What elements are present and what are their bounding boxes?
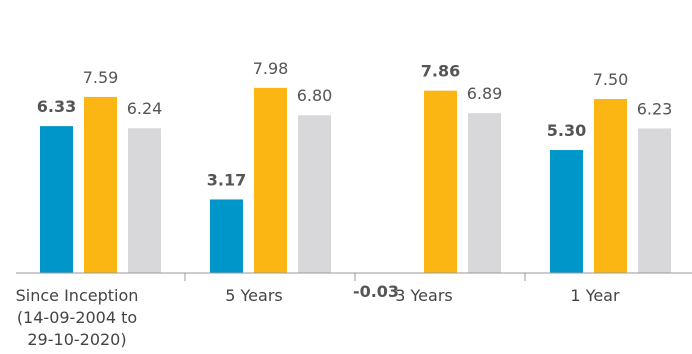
value-labels-layer: 6.33 3.17 -0.03 5.30 7.59 7.98 7.86 7.50 6.24 6.8… [37, 59, 673, 301]
value-label-s1-c2: 7.86 [421, 62, 460, 81]
value-label-s1-c0: 7.59 [83, 68, 119, 87]
category-label-1: 5 Years [225, 286, 282, 305]
value-label-s2-c3: 6.23 [637, 99, 673, 118]
bar-s2-c0 [128, 128, 161, 273]
bar-s1-c0 [84, 96, 117, 273]
bar-s2-c2 [468, 113, 501, 273]
value-label-s2-c0: 6.24 [127, 99, 163, 118]
value-label-s1-c3: 7.50 [593, 70, 629, 89]
x-axis-ticks [184, 273, 526, 281]
bars-layer [40, 87, 671, 274]
value-label-s1-c1: 7.98 [253, 59, 289, 78]
bar-s0-c0 [40, 126, 73, 273]
value-label-s2-c1: 6.80 [297, 86, 333, 105]
value-label-s0-c3: 5.30 [547, 121, 586, 140]
category-label-2: 3 Years [395, 286, 452, 305]
bar-s1-c3 [594, 99, 627, 273]
value-label-s0-c2: -0.03 [353, 282, 399, 301]
bar-s1-c1 [254, 87, 287, 273]
value-label-s2-c2: 6.89 [467, 84, 503, 103]
category-label-0: Since Inception (14-09-2004 to 29-10-2020) [16, 286, 139, 349]
category-labels-layer: Since Inception (14-09-2004 to 29-10-2020)… [16, 286, 620, 349]
category-label-3: 1 Year [570, 286, 620, 305]
value-label-s0-c1: 3.17 [207, 170, 246, 189]
bar-s0-c1 [210, 199, 243, 273]
value-label-s0-c0: 6.33 [37, 97, 76, 116]
bar-s2-c3 [638, 128, 671, 273]
bar-s2-c1 [298, 115, 331, 274]
bar-s0-c3 [550, 150, 583, 273]
bar-s1-c2 [424, 90, 457, 273]
